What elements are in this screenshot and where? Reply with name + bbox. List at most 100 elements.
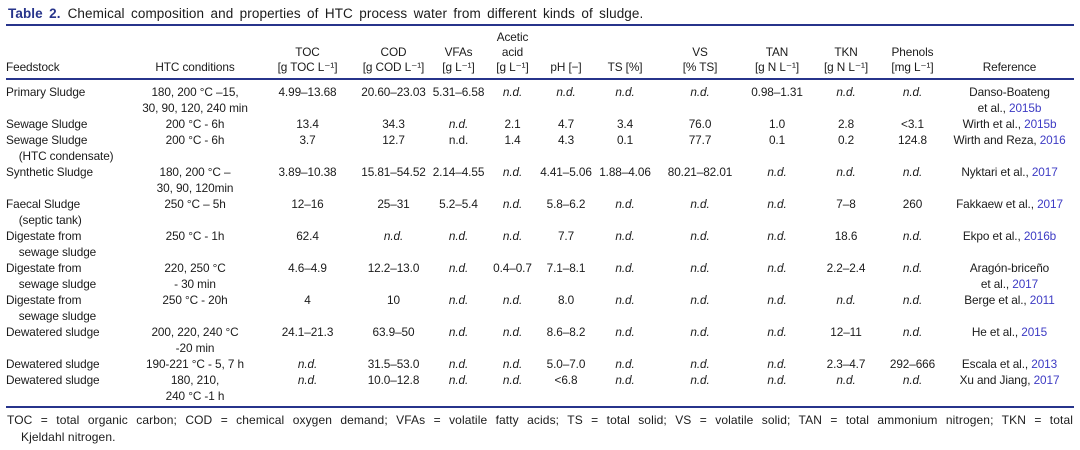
col-vfas: VFAs [g L⁻¹] xyxy=(442,45,475,74)
conditions-cell: 220, 250 °C - 30 min xyxy=(164,261,226,291)
ph-cell: 7.1–8.1 xyxy=(546,261,586,275)
reference-text: Wirth et al., xyxy=(962,117,1025,131)
reference-cell: Aragón-briceño et al., 2017 xyxy=(945,260,1074,292)
feedstock-cell: Synthetic Sludge xyxy=(6,165,93,179)
reference-year-link[interactable]: 2016b xyxy=(1023,229,1057,243)
col-acetic-acid: Acetic acid [g L⁻¹] xyxy=(496,30,529,74)
acetic-cell: n.d. xyxy=(502,373,523,387)
tkn-cell: n.d. xyxy=(836,293,856,307)
reference-year-link[interactable]: 2017 xyxy=(1012,277,1039,291)
reference-text: He et al., xyxy=(971,325,1022,339)
conditions-cell: 200 °C - 6h xyxy=(165,133,225,147)
reference-text: Xu and Jiang, xyxy=(959,373,1034,387)
table-header: Feedstock HTC conditions TOC [g TOC L⁻¹]… xyxy=(6,26,1074,79)
reference-year-link[interactable]: 2015b xyxy=(1009,101,1042,115)
conditions-cell: 180, 200 °C –15, 30, 90, 120, 240 min xyxy=(142,85,248,115)
tan-cell: 0.98–1.31 xyxy=(751,85,803,99)
conditions-cell: 200, 220, 240 °C -20 min xyxy=(151,325,239,355)
reference-cell: He et al., 2015 xyxy=(945,324,1074,356)
feedstock-cell: Primary Sludge xyxy=(6,85,86,99)
phenols-cell: n.d. xyxy=(902,325,923,339)
vs-cell: n.d. xyxy=(690,197,710,211)
tan-cell: n.d. xyxy=(767,229,787,243)
reference-year-link[interactable]: 2017 xyxy=(1033,373,1060,387)
col-tkn: TKN [g N L⁻¹] xyxy=(823,45,868,74)
col-ph: pH [−] xyxy=(550,60,582,74)
ts-cell: 3.4 xyxy=(616,117,634,131)
conditions-cell: 190-221 °C - 5, 7 h xyxy=(146,357,244,371)
tkn-cell: n.d. xyxy=(836,373,856,387)
reference-year-link[interactable]: 2015 xyxy=(1021,325,1048,339)
tkn-cell: n.d. xyxy=(836,85,856,99)
toc-cell: 4 xyxy=(304,293,311,307)
caption-rule xyxy=(6,24,1074,26)
vfas-cell: n.d. xyxy=(448,325,469,339)
ph-cell: 8.0 xyxy=(557,293,575,307)
ts-cell: n.d. xyxy=(615,325,635,339)
tkn-cell: 18.6 xyxy=(834,229,858,243)
tan-cell: n.d. xyxy=(767,357,787,371)
cod-cell: 10.0–12.8 xyxy=(367,373,420,387)
ts-cell: n.d. xyxy=(615,229,635,243)
tkn-cell: 7–8 xyxy=(836,197,856,211)
cod-cell: 34.3 xyxy=(382,117,405,131)
acetic-cell: n.d. xyxy=(502,357,523,371)
toc-cell: 24.1–21.3 xyxy=(281,325,334,339)
table-row: Dewatered sludge 190-221 °C - 5, 7 h n.d… xyxy=(6,356,1074,372)
tkn-cell: n.d. xyxy=(836,165,856,179)
vfas-cell: n.d. xyxy=(448,373,469,387)
feedstock-cell: Digestate from sewage sludge xyxy=(6,293,97,323)
cod-cell: 25–31 xyxy=(377,197,410,211)
reference-text: Escala et al., xyxy=(961,357,1032,371)
reference-year-link[interactable]: 2016 xyxy=(1039,133,1066,147)
reference-year-link[interactable]: 2013 xyxy=(1031,357,1058,371)
col-vs: VS [% TS] xyxy=(682,45,718,74)
col-tan: TAN [g N L⁻¹] xyxy=(754,45,799,74)
phenols-cell: n.d. xyxy=(902,293,923,307)
ph-cell: 8.6–8.2 xyxy=(546,325,586,339)
reference-cell: Danso-Boateng et al., 2015b xyxy=(945,79,1074,116)
reference-text: Wirth and Reza, xyxy=(953,133,1040,147)
toc-cell: 3.89–10.38 xyxy=(278,165,337,179)
tan-cell: n.d. xyxy=(767,293,787,307)
reference-text: Berge et al., xyxy=(964,293,1030,307)
table-footnote: TOC = total organic carbon; COD = chemic… xyxy=(6,408,1074,446)
ph-cell: 5.0–7.0 xyxy=(546,357,586,371)
reference-cell: Wirth and Reza, 2016 xyxy=(945,132,1074,164)
cod-cell: 31.5–53.0 xyxy=(367,357,420,371)
reference-year-link[interactable]: 2015b xyxy=(1024,117,1057,131)
tkn-cell: 2.8 xyxy=(837,117,855,131)
vs-cell: n.d. xyxy=(690,325,710,339)
reference-year-link[interactable]: 2011 xyxy=(1029,293,1055,307)
col-toc: TOC [g TOC L⁻¹] xyxy=(277,45,338,74)
reference-cell: Wirth et al., 2015b xyxy=(945,116,1074,132)
table-row: Sewage Sludge (HTC condensate) 200 °C - … xyxy=(6,132,1074,164)
phenols-cell: n.d. xyxy=(902,261,923,275)
table-number-label: Table 2. xyxy=(8,6,61,21)
reference-cell: Berge et al., 2011 xyxy=(945,292,1074,324)
vs-cell: 77.7 xyxy=(688,133,712,147)
cod-cell: n.d. xyxy=(383,229,404,243)
footnote-line-2: Kjeldahl nitrogen. xyxy=(21,430,116,444)
reference-year-link[interactable]: 2017 xyxy=(1037,197,1063,211)
tan-cell: n.d. xyxy=(767,197,787,211)
phenols-cell: <3.1 xyxy=(901,117,924,131)
vs-cell: n.d. xyxy=(690,373,710,387)
footnote-rule xyxy=(6,406,1074,408)
ph-cell: <6.8 xyxy=(554,373,578,387)
reference-text: Danso-Boateng et al., xyxy=(969,85,1050,115)
toc-cell: 3.7 xyxy=(299,133,316,147)
reference-year-link[interactable]: 2017 xyxy=(1031,165,1058,179)
phenols-cell: n.d. xyxy=(902,229,923,243)
vfas-cell: n.d. xyxy=(448,357,469,371)
tkn-cell: 2.3–4.7 xyxy=(826,357,866,371)
ph-cell: n.d. xyxy=(556,85,576,99)
table-row: Faecal Sludge (septic tank) 250 °C – 5h … xyxy=(6,196,1074,228)
ts-cell: n.d. xyxy=(615,357,635,371)
phenols-cell: 124.8 xyxy=(897,133,928,147)
acetic-cell: n.d. xyxy=(502,229,523,243)
acetic-cell: n.d. xyxy=(502,325,523,339)
tan-cell: 1.0 xyxy=(768,117,786,131)
conditions-cell: 180, 200 °C – 30, 90, 120min xyxy=(156,165,234,195)
reference-text: Ekpo et al., xyxy=(962,229,1024,243)
